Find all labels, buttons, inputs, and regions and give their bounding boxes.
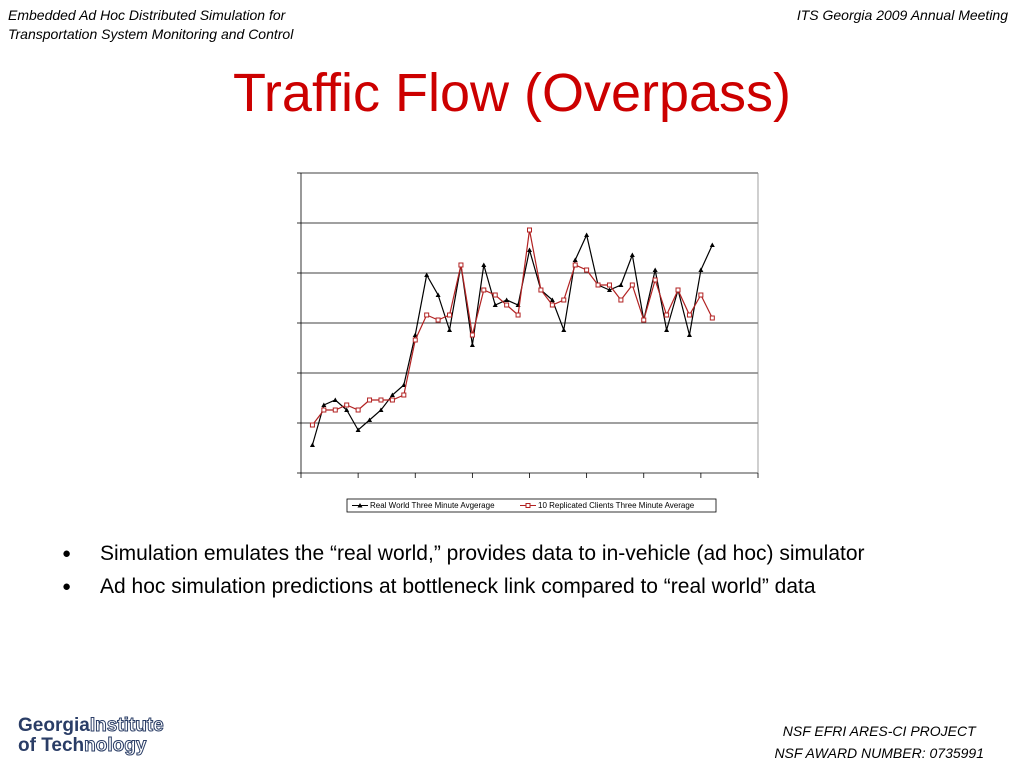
marker — [561, 327, 567, 332]
chart: Real World Three Minute Avgerage 10 Repli… — [297, 172, 759, 513]
header-right: ITS Georgia 2009 Annual Meeting — [796, 7, 1008, 23]
logo-text: Institute — [89, 715, 164, 736]
marker — [698, 292, 704, 298]
marker — [481, 287, 487, 293]
header-left: Embedded Ad Hoc Distributed Simulation f… — [8, 6, 293, 44]
legend-label: Real World Three Minute Avgerage — [370, 501, 495, 510]
marker — [321, 407, 327, 413]
marker — [618, 282, 624, 287]
marker — [447, 327, 453, 332]
marker — [709, 315, 715, 321]
marker — [492, 302, 498, 307]
marker — [355, 427, 361, 432]
series-line — [311, 229, 713, 426]
series-line — [311, 233, 713, 446]
marker — [572, 262, 578, 268]
footer-line: NSF EFRI ARES-CI PROJECT — [782, 723, 976, 739]
marker — [367, 397, 373, 403]
marker — [447, 312, 453, 318]
marker — [606, 282, 612, 288]
marker — [344, 402, 350, 408]
marker — [686, 312, 692, 318]
marker — [572, 257, 578, 262]
marker — [618, 297, 624, 303]
marker — [686, 332, 692, 337]
marker — [469, 342, 475, 347]
marker — [309, 422, 315, 428]
marker — [355, 407, 361, 413]
marker — [515, 312, 521, 318]
marker — [378, 397, 384, 403]
marker — [435, 292, 441, 297]
bullet: Ad hoc simulation predictions at bottlen… — [62, 573, 942, 600]
marker — [412, 337, 418, 343]
marker — [629, 252, 635, 257]
marker — [652, 277, 658, 283]
bullet-list: Simulation emulates the “real world,” pr… — [62, 540, 942, 606]
marker — [527, 247, 532, 252]
marker — [584, 267, 590, 273]
legend-marker — [525, 503, 531, 508]
legend-label: 10 Replicated Clients Three Minute Avera… — [538, 501, 695, 510]
marker — [389, 397, 395, 403]
logo-text: Georgia — [18, 715, 90, 736]
marker — [549, 302, 555, 308]
marker — [584, 232, 590, 237]
header-line: Transportation System Monitoring and Con… — [8, 26, 294, 42]
footer-line: NSF AWARD NUMBER: 0735991 — [774, 745, 984, 761]
marker — [401, 382, 407, 387]
marker — [698, 267, 704, 272]
marker — [424, 272, 430, 277]
marker — [595, 282, 601, 288]
marker — [606, 287, 612, 292]
marker — [469, 332, 475, 338]
marker — [709, 242, 715, 247]
logo-text: nology — [84, 735, 147, 756]
marker — [629, 282, 635, 288]
marker — [332, 397, 338, 402]
marker — [458, 262, 464, 268]
marker — [424, 312, 430, 318]
marker — [641, 317, 647, 323]
header-line: Embedded Ad Hoc Distributed Simulation f… — [8, 7, 286, 23]
marker — [652, 267, 658, 272]
marker — [664, 312, 670, 318]
marker — [344, 407, 350, 412]
bullet: Simulation emulates the “real world,” pr… — [62, 540, 942, 567]
marker — [481, 262, 487, 267]
marker — [675, 287, 681, 293]
marker — [378, 407, 384, 412]
marker — [527, 227, 532, 233]
marker — [389, 392, 395, 397]
marker — [664, 327, 670, 332]
marker — [332, 407, 338, 413]
legend-marker — [357, 503, 363, 508]
marker — [504, 297, 510, 302]
logo-text: of Tech — [18, 735, 85, 756]
marker — [321, 402, 327, 407]
marker — [561, 297, 567, 303]
logo: GeorgiaInstitute of Technology — [18, 715, 164, 756]
marker — [538, 287, 544, 293]
marker — [401, 392, 407, 398]
marker — [367, 417, 373, 422]
marker — [492, 292, 498, 298]
logo-line: GeorgiaInstitute — [18, 715, 164, 736]
marker — [549, 297, 555, 302]
logo-line: of Technology — [18, 735, 164, 756]
marker — [309, 442, 315, 447]
slide-title: Traffic Flow (Overpass) — [232, 63, 792, 123]
marker — [435, 317, 441, 323]
marker — [504, 302, 510, 308]
footer: NSF EFRI ARES-CI PROJECT NSF AWARD NUMBE… — [774, 720, 984, 764]
